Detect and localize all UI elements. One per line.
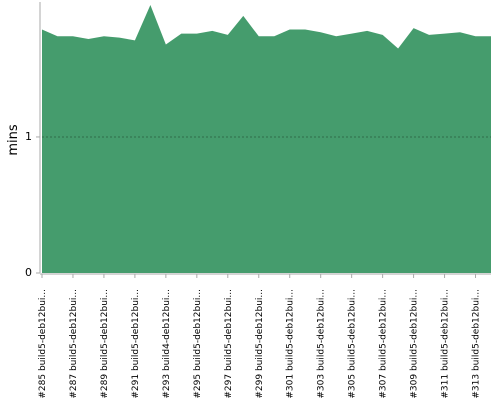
x-tick-label: #299 build5-deb12bui... <box>255 289 265 399</box>
x-tick-label: #301 build5-deb12bui... <box>286 289 296 399</box>
x-tick-label: #285 build5-deb12bui... <box>38 289 48 399</box>
x-tick-label: #295 build5-deb12bui... <box>193 289 203 399</box>
y-axis-label: mins <box>6 124 21 156</box>
x-tick-label: #303 build5-deb12bui... <box>317 289 327 399</box>
x-tick-label: #309 build5-deb12bui... <box>410 289 420 399</box>
y-tick-label: 0 <box>25 266 32 279</box>
x-tick-label: #293 build4-deb12bui... <box>162 289 172 399</box>
y-tick-label: 1 <box>25 130 32 143</box>
x-tick-label: #307 build5-deb12bui... <box>379 289 389 399</box>
x-tick-label: #305 build5-deb12bui... <box>348 289 358 399</box>
x-tick-label: #297 build5-deb12bui... <box>224 289 234 399</box>
area <box>42 5 491 273</box>
x-tick-label: #313 build5-deb12bui... <box>472 289 482 399</box>
x-tick-label: #289 build5-deb12bui... <box>100 289 110 399</box>
x-tick-label: #287 build5-deb12bui... <box>69 289 79 399</box>
x-tick-label: #291 build5-deb12bui... <box>131 289 141 399</box>
x-tick-label: #311 build5-deb12bui... <box>441 289 451 399</box>
